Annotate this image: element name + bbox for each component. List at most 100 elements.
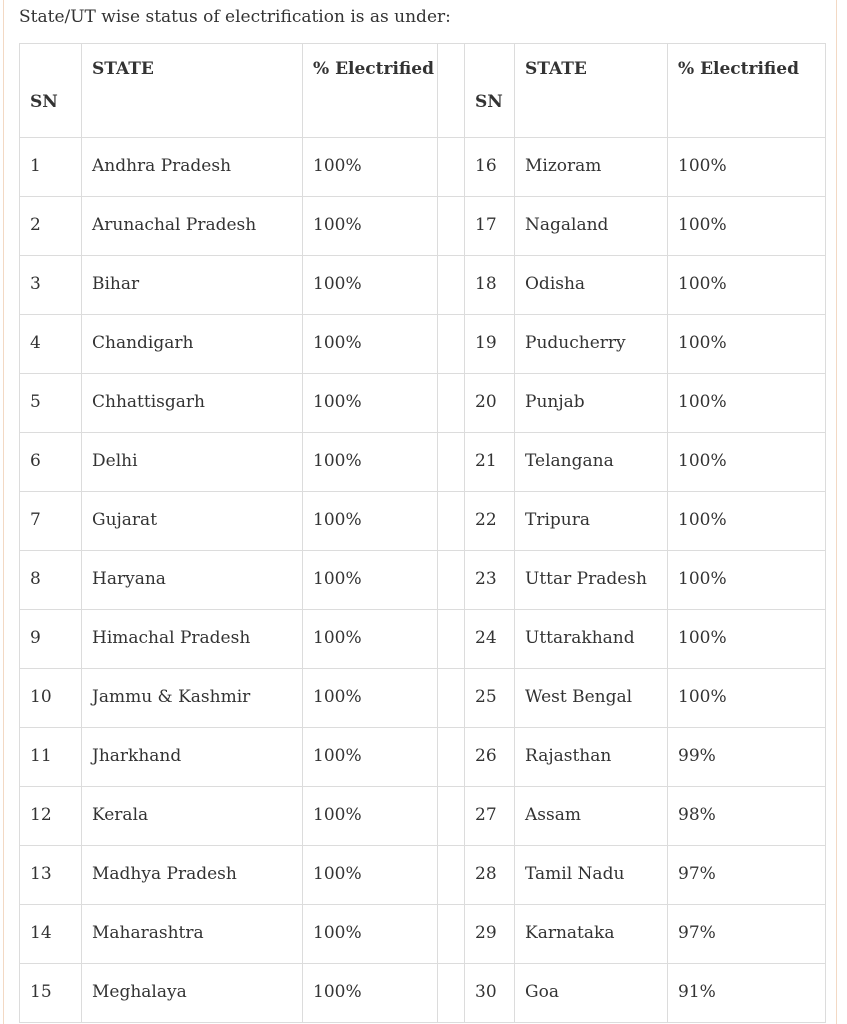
table-row: 15 Meghalaya 100% 30 Goa 91% [19,963,826,1023]
table-row: 6 Delhi 100% 21 Telangana 100% [19,432,826,492]
state-cell: West Bengal [514,668,668,728]
percent-electrified-cell: 100% [302,137,438,197]
page-frame [3,0,837,1024]
state-cell: Jammu & Kashmir [81,668,303,728]
percent-electrified-cell: 98% [667,786,826,846]
sn-cell: 16 [464,137,515,197]
table-body: 1 Andhra Pradesh 100% 16 Mizoram 100% 2 Arunach… [19,137,826,1023]
spacer-cell [437,904,465,964]
table-row: 13 Madhya Pradesh 100% 28 Tamil Nadu 97% [19,845,826,905]
state-cell: Telangana [514,432,668,492]
sn-cell: 2 [19,196,82,256]
sn-cell: 7 [19,491,82,551]
percent-electrified-cell: 100% [667,373,826,433]
spacer-cell [437,196,465,256]
percent-electrified-cell: 100% [667,668,826,728]
percent-electrified-cell: 100% [667,432,826,492]
sn-cell: 11 [19,727,82,787]
percent-electrified-cell: 100% [302,550,438,610]
sn-cell: 30 [464,963,515,1023]
state-cell: Puducherry [514,314,668,374]
state-cell: Andhra Pradesh [81,137,303,197]
percent-electrified-cell: 100% [302,845,438,905]
percent-electrified-cell: 100% [667,196,826,256]
sn-cell: 28 [464,845,515,905]
percent-electrified-cell: 100% [302,373,438,433]
sn-cell: 17 [464,196,515,256]
percent-electrified-cell: 97% [667,845,826,905]
percent-electrified-cell: 91% [667,963,826,1023]
percent-electrified-cell: 100% [302,727,438,787]
percent-electrified-cell: 100% [667,491,826,551]
percent-electrified-cell: 100% [667,137,826,197]
sn-cell: 23 [464,550,515,610]
state-cell: Himachal Pradesh [81,609,303,669]
sn-cell: 25 [464,668,515,728]
state-cell: Delhi [81,432,303,492]
state-cell: Chhattisgarh [81,373,303,433]
header-cell: SN [464,43,515,138]
spacer-cell [437,137,465,197]
percent-electrified-cell: 100% [302,668,438,728]
state-cell: Maharashtra [81,904,303,964]
spacer-cell [437,963,465,1023]
sn-cell: 12 [19,786,82,846]
table-row: 1 Andhra Pradesh 100% 16 Mizoram 100% [19,137,826,197]
sn-cell: 15 [19,963,82,1023]
percent-electrified-cell: 99% [667,727,826,787]
table-row: 4 Chandigarh 100% 19 Puducherry 100% [19,314,826,374]
state-cell: Assam [514,786,668,846]
state-cell: Meghalaya [81,963,303,1023]
percent-electrified-cell: 100% [302,609,438,669]
header-cell: STATE [514,43,668,138]
state-cell: Haryana [81,550,303,610]
sn-cell: 24 [464,609,515,669]
spacer-cell [437,314,465,374]
percent-electrified-cell: 97% [667,904,826,964]
electrification-table: SN STATE% Electrified SN STATE% Electrified… [19,43,826,1023]
table-row: 7 Gujarat 100% 22 Tripura 100% [19,491,826,551]
sn-cell: 22 [464,491,515,551]
sn-cell: 13 [19,845,82,905]
spacer-cell [437,432,465,492]
state-cell: Goa [514,963,668,1023]
state-cell: Chandigarh [81,314,303,374]
state-cell: Uttarakhand [514,609,668,669]
spacer-cell [437,786,465,846]
header-row: SN STATE% Electrified SN STATE% Electrified [19,43,826,138]
sn-cell: 29 [464,904,515,964]
table-row: 12 Kerala 100% 27 Assam 98% [19,786,826,846]
header-cell: % Electrified [667,43,826,138]
spacer-cell [437,491,465,551]
spacer-cell [437,727,465,787]
percent-electrified-cell: 100% [302,963,438,1023]
table-row: 10 Jammu & Kashmir 100% 25 West Bengal 100% [19,668,826,728]
state-cell: Jharkhand [81,727,303,787]
table-row: 5 Chhattisgarh 100% 20 Punjab 100% [19,373,826,433]
spacer-cell [437,609,465,669]
sn-cell: 8 [19,550,82,610]
spacer-cell [437,550,465,610]
sn-cell: 4 [19,314,82,374]
state-cell: Gujarat [81,491,303,551]
spacer-cell [437,43,465,138]
state-cell: Tamil Nadu [514,845,668,905]
sn-cell: 18 [464,255,515,315]
intro-text: State/UT wise status of electrification … [19,7,451,27]
spacer-cell [437,255,465,315]
table-row: 8 Haryana 100% 23 Uttar Pradesh 100% [19,550,826,610]
percent-electrified-cell: 100% [302,491,438,551]
percent-electrified-cell: 100% [302,786,438,846]
sn-cell: 3 [19,255,82,315]
state-cell: Karnataka [514,904,668,964]
header-cell: SN [19,43,82,138]
sn-cell: 10 [19,668,82,728]
state-cell: Kerala [81,786,303,846]
percent-electrified-cell: 100% [302,196,438,256]
table-row: 3 Bihar 100% 18 Odisha 100% [19,255,826,315]
state-cell: Bihar [81,255,303,315]
state-cell: Odisha [514,255,668,315]
state-cell: Rajasthan [514,727,668,787]
sn-cell: 6 [19,432,82,492]
